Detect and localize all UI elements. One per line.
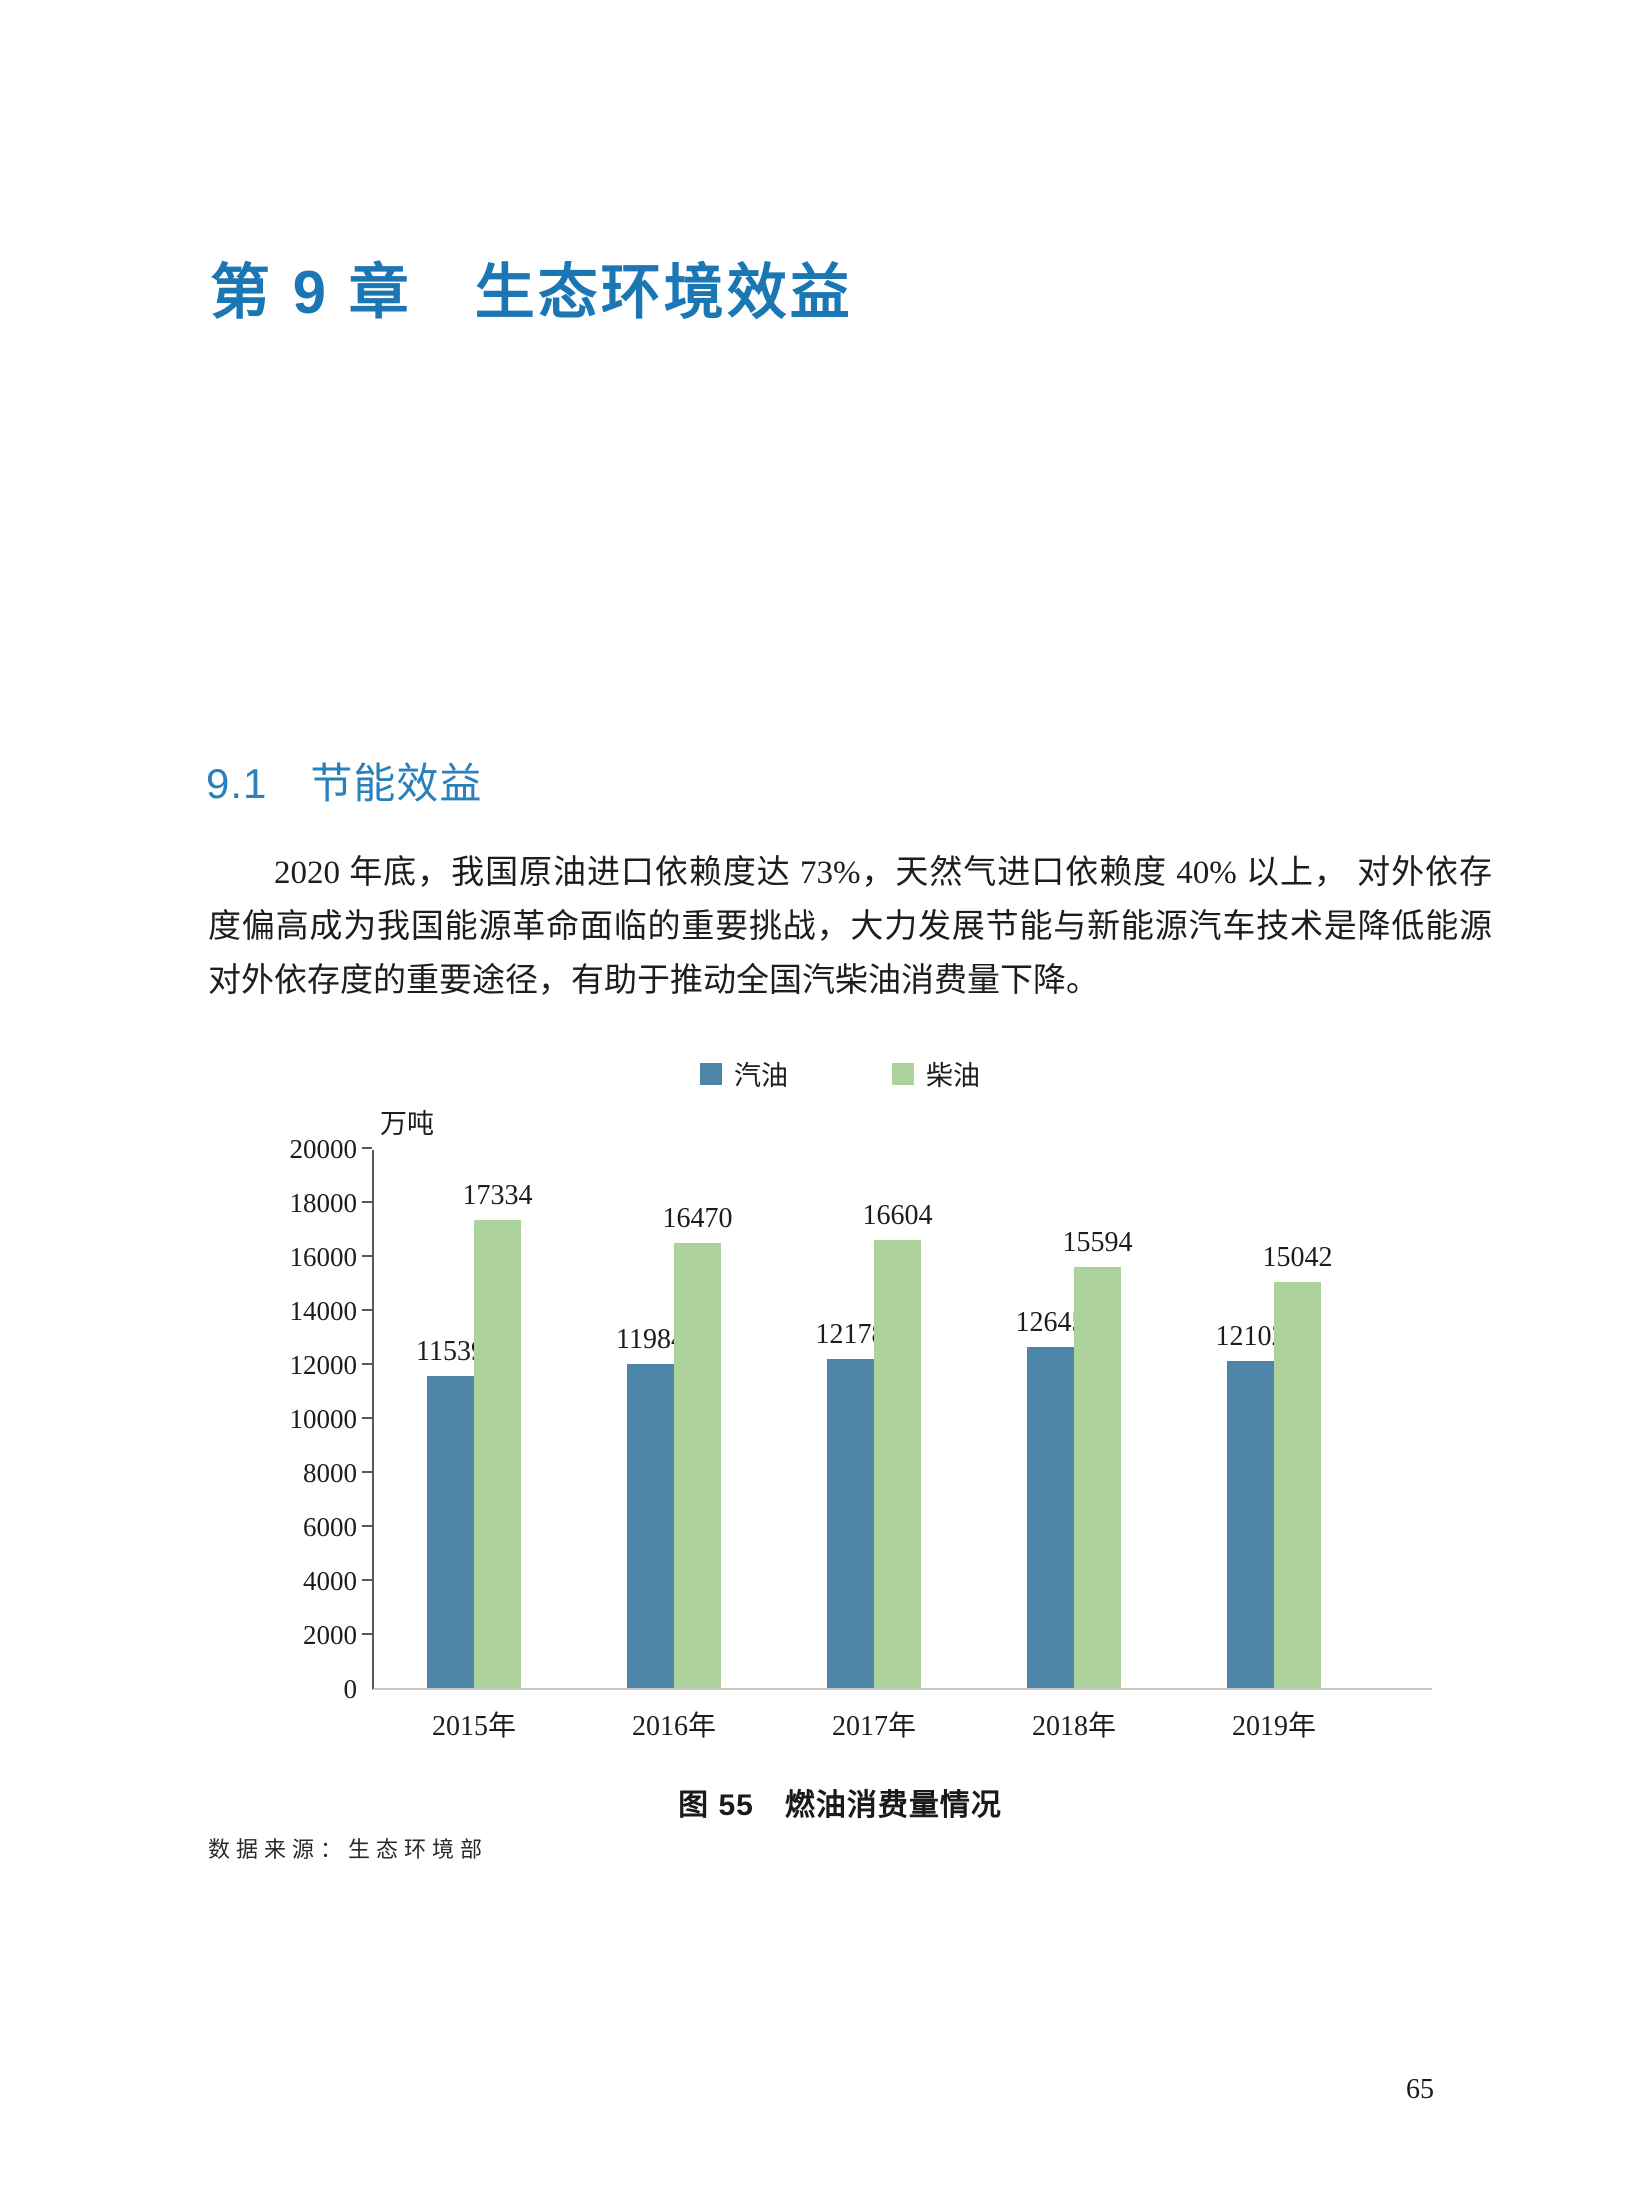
y-axis-tick-mark <box>362 1417 372 1419</box>
bar-value-label: 11984 <box>616 1324 685 1356</box>
legend-swatch-icon <box>700 1062 722 1085</box>
legend-label: 汽油 <box>734 1061 788 1091</box>
bar-value-label: 15042 <box>1262 1241 1333 1273</box>
x-axis-category-label: 2016年 <box>631 1711 716 1742</box>
legend-item-1: 柴油 <box>892 1054 980 1093</box>
bar-group-0: 11539 17334 2015年 <box>374 1150 574 1742</box>
bar-series-0-cat-4: 12102 <box>1216 1321 1286 1688</box>
y-axis-tick-label: 0 <box>343 1674 358 1704</box>
bar-value-label: 15594 <box>1062 1226 1133 1258</box>
bar-group-3: 12645 15594 2018年 <box>974 1150 1174 1742</box>
bar-group-4: 12102 15042 2019年 <box>1174 1150 1374 1742</box>
bar-value-label: 16470 <box>662 1203 733 1235</box>
x-axis-category-label: 2015年 <box>431 1711 516 1742</box>
data-source-note: 数据来源：生态环境部 <box>208 1837 489 1862</box>
y-axis-tick-mark <box>362 1633 372 1635</box>
y-axis-unit-label: 万吨 <box>380 1109 434 1139</box>
bar-series-1-cat-2: 16604 <box>863 1200 933 1688</box>
y-axis-tick-label: 14000 <box>289 1296 358 1326</box>
bar-value-label: 12645 <box>1015 1306 1086 1338</box>
bar-value-label: 12178 <box>815 1319 886 1351</box>
bar-series-0-cat-1: 11984 <box>616 1324 685 1688</box>
x-axis-category-label: 2019年 <box>1231 1711 1316 1742</box>
x-axis-category-label: 2018年 <box>1031 1711 1116 1742</box>
y-axis-tick-mark <box>362 1579 372 1581</box>
x-axis-category-label: 2017年 <box>831 1711 916 1742</box>
y-axis-tick-mark <box>362 1147 372 1149</box>
figure-caption: 图 55 燃油消费量情况 <box>678 1789 1002 1822</box>
y-axis-tick-label: 10000 <box>289 1404 358 1434</box>
y-axis-tick-mark <box>362 1471 372 1473</box>
bar-series-1-cat-4: 15042 <box>1263 1242 1333 1688</box>
bar-value-label: 17334 <box>462 1179 533 1211</box>
body-paragraph: 2020 年底，我国原油进口依赖度达 73%，天然气进口依赖度 40% 以上， … <box>208 855 1492 999</box>
y-axis-tick-label: 2000 <box>303 1620 357 1650</box>
legend-label: 柴油 <box>926 1061 980 1091</box>
bar-value-label: 16604 <box>862 1199 933 1231</box>
y-axis-tick-label: 16000 <box>289 1242 358 1272</box>
bar-group-2: 12178 16604 2017年 <box>774 1150 974 1742</box>
y-axis-tick-mark <box>362 1525 372 1527</box>
y-axis-tick-mark <box>362 1363 372 1365</box>
y-axis-tick-mark <box>362 1309 372 1311</box>
legend-swatch-icon <box>892 1062 914 1085</box>
y-axis-tick-label: 18000 <box>289 1188 358 1218</box>
bar-series-1-cat-0: 17334 <box>463 1180 533 1688</box>
y-axis-tick-label: 12000 <box>289 1350 358 1380</box>
bar-series-0-cat-2: 12178 <box>816 1319 886 1688</box>
legend-item-0: 汽油 <box>700 1054 788 1093</box>
chart-legend: 汽油 柴油 <box>240 1054 1440 1093</box>
bar-series-1-cat-1: 16470 <box>663 1203 733 1688</box>
page-number: 65 <box>1406 2074 1434 2105</box>
fuel-consumption-chart: 汽油 柴油 万吨 0 2000 4000 6000 8000 10000 12000 14000… <box>240 1048 1440 1760</box>
bar-value-label: 12102 <box>1215 1321 1286 1353</box>
y-axis-tick-mark <box>362 1201 372 1203</box>
bar-group-1: 11984 16470 2016年 <box>574 1150 774 1742</box>
section-title: 9.1 节能效益 <box>206 760 483 807</box>
y-axis-tick-label: 20000 <box>289 1134 358 1164</box>
y-axis-tick-mark <box>362 1255 372 1257</box>
bar-series-0-cat-3: 12645 <box>1016 1307 1086 1688</box>
bar-series-0-cat-0: 11539 <box>416 1336 485 1688</box>
plot-area: 0 2000 4000 6000 8000 10000 12000 14000 16000 180… <box>290 1134 1432 1742</box>
y-axis-tick-label: 4000 <box>303 1566 357 1596</box>
y-axis-tick-label: 6000 <box>303 1512 357 1542</box>
y-axis-tick-label: 8000 <box>303 1458 357 1488</box>
bar-value-label: 11539 <box>416 1336 485 1368</box>
bar-series-1-cat-3: 15594 <box>1063 1227 1133 1688</box>
chapter-title: 第 9 章 生态环境效益 <box>210 259 853 326</box>
